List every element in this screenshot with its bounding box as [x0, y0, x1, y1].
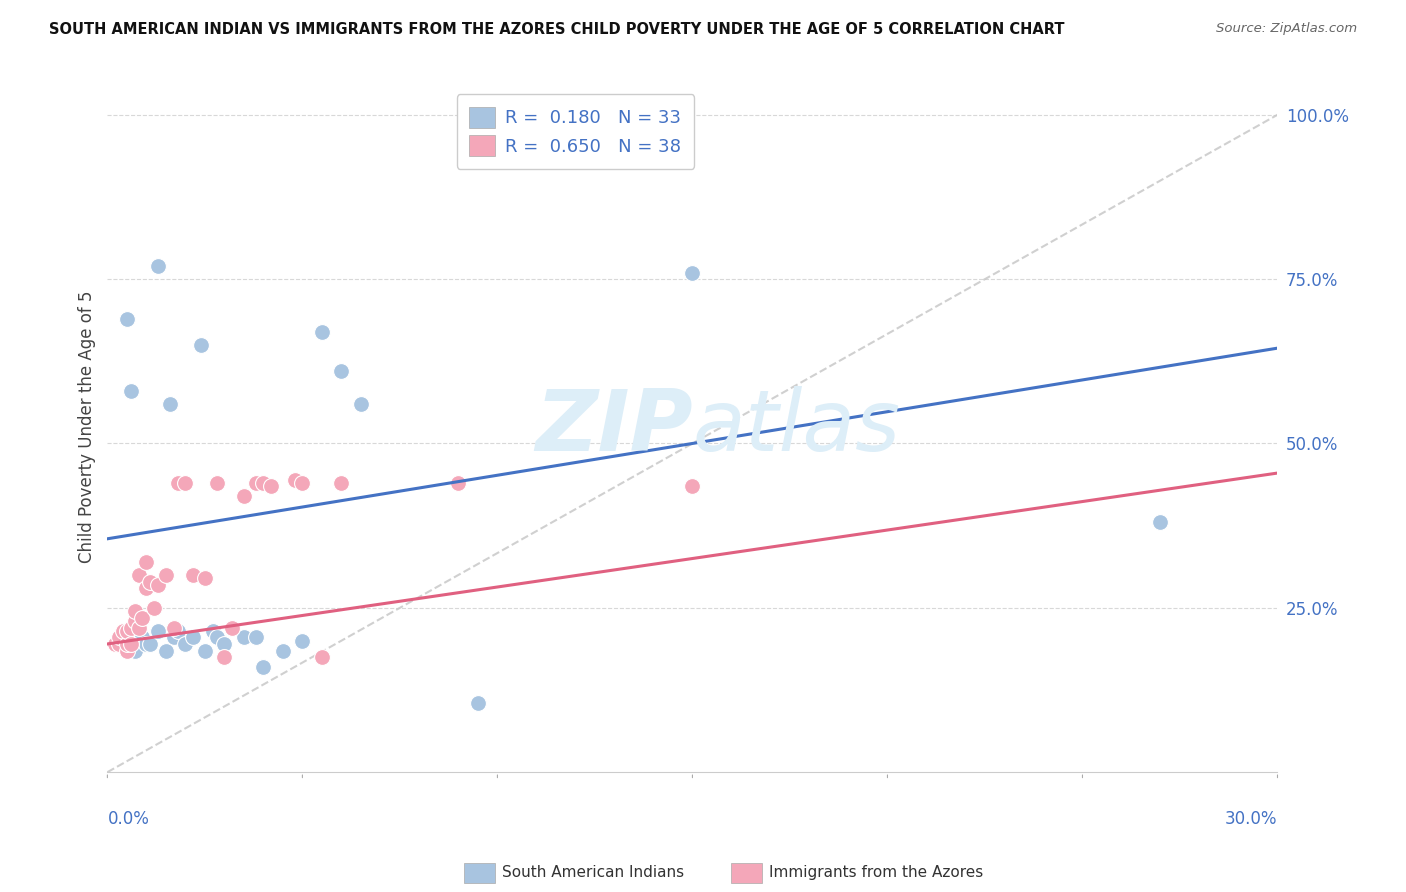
Point: [681, 266, 703, 280]
Legend: R =  0.180   N = 33, R =  0.650   N = 38: R = 0.180 N = 33, R = 0.650 N = 38: [457, 95, 695, 169]
Point: [214, 650, 236, 665]
Point: [120, 621, 142, 635]
Point: [146, 578, 169, 592]
Point: [311, 325, 333, 339]
Point: [205, 475, 228, 490]
Point: [139, 574, 162, 589]
Point: [205, 631, 228, 645]
Point: [232, 631, 254, 645]
Point: [155, 568, 177, 582]
Point: [111, 631, 134, 645]
Point: [467, 696, 489, 710]
Point: [447, 475, 470, 490]
Point: [139, 637, 162, 651]
Point: [108, 631, 131, 645]
Point: [120, 384, 142, 398]
Text: 0.0%: 0.0%: [107, 810, 149, 828]
Point: [128, 568, 150, 582]
Text: South American Indians: South American Indians: [502, 865, 685, 880]
Point: [146, 624, 169, 638]
Text: Source: ZipAtlas.com: Source: ZipAtlas.com: [1216, 22, 1357, 36]
Point: [681, 479, 703, 493]
Point: [271, 643, 294, 657]
Point: [159, 397, 181, 411]
Point: [120, 637, 142, 651]
Point: [115, 311, 138, 326]
Point: [174, 637, 197, 651]
Point: [163, 631, 186, 645]
Point: [245, 631, 267, 645]
Point: [564, 108, 586, 122]
Point: [181, 568, 204, 582]
Point: [115, 643, 138, 657]
Point: [135, 555, 157, 569]
Point: [330, 364, 353, 378]
Point: [350, 397, 373, 411]
Point: [155, 643, 177, 657]
Text: Immigrants from the Azores: Immigrants from the Azores: [769, 865, 983, 880]
Point: [245, 475, 267, 490]
Point: [252, 475, 274, 490]
Point: [194, 571, 217, 585]
Point: [526, 108, 548, 122]
Point: [115, 637, 138, 651]
Point: [135, 581, 157, 595]
Point: [124, 614, 146, 628]
Point: [252, 660, 274, 674]
Text: atlas: atlas: [692, 385, 900, 468]
Point: [131, 631, 153, 645]
Point: [181, 631, 204, 645]
Point: [194, 643, 217, 657]
Point: [111, 624, 134, 638]
Point: [1149, 516, 1171, 530]
Point: [284, 473, 307, 487]
Point: [163, 621, 186, 635]
Point: [291, 633, 314, 648]
Point: [128, 621, 150, 635]
Point: [166, 475, 188, 490]
Point: [131, 610, 153, 624]
Point: [124, 643, 146, 657]
Point: [108, 637, 131, 651]
Point: [214, 637, 236, 651]
Point: [190, 338, 212, 352]
Point: [174, 475, 197, 490]
Point: [232, 489, 254, 503]
Point: [143, 600, 166, 615]
Point: [201, 624, 224, 638]
Y-axis label: Child Poverty Under the Age of 5: Child Poverty Under the Age of 5: [79, 291, 96, 563]
Point: [104, 637, 127, 651]
Point: [291, 475, 314, 490]
Point: [330, 475, 353, 490]
Point: [311, 650, 333, 665]
Text: ZIP: ZIP: [534, 385, 692, 468]
Text: SOUTH AMERICAN INDIAN VS IMMIGRANTS FROM THE AZORES CHILD POVERTY UNDER THE AGE : SOUTH AMERICAN INDIAN VS IMMIGRANTS FROM…: [49, 22, 1064, 37]
Point: [221, 621, 243, 635]
Point: [146, 259, 169, 273]
Text: 30.0%: 30.0%: [1225, 810, 1278, 828]
Point: [135, 637, 157, 651]
Point: [124, 604, 146, 618]
Point: [166, 624, 188, 638]
Point: [260, 479, 283, 493]
Point: [115, 624, 138, 638]
